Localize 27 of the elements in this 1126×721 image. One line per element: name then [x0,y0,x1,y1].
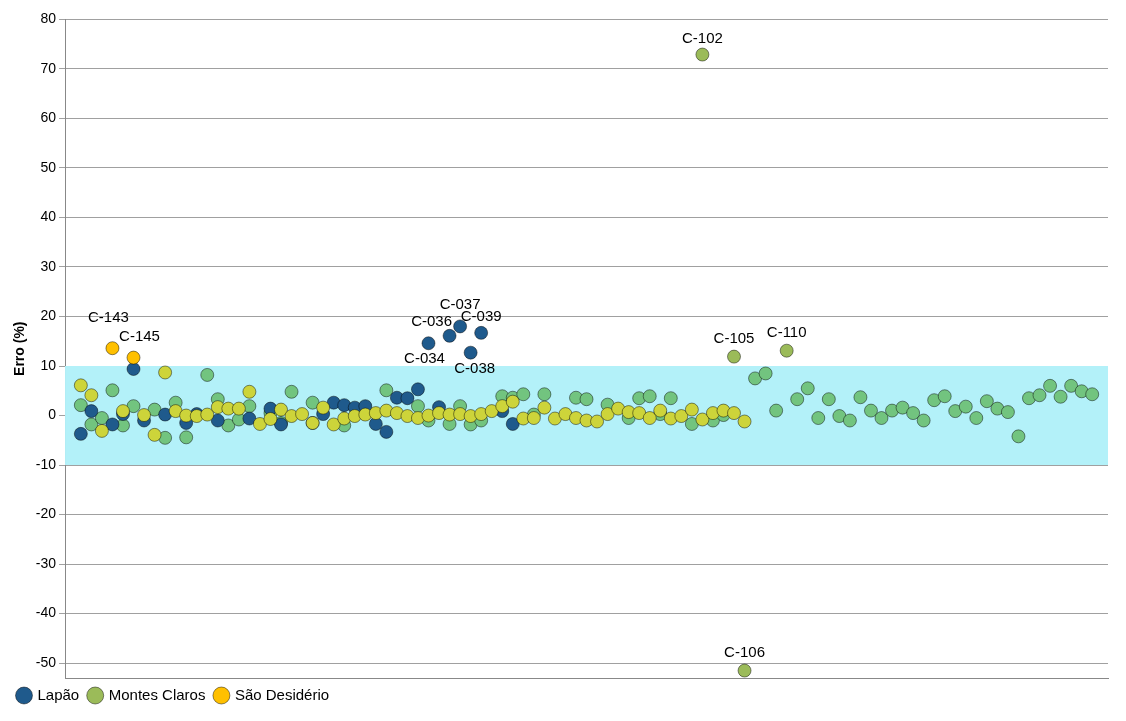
y-tick-label: -30 [35,554,57,571]
legend-label: Lapão [37,685,80,703]
legend-label: Montes Claros [108,685,206,703]
y-tick-label: 0 [48,406,57,423]
y-tick-label: -50 [35,654,57,670]
annotation: C-038 [454,358,496,376]
annotation: C-145 [119,326,160,344]
y-tick-label: -10 [35,455,57,472]
annotation: C-036 [411,311,452,329]
y-axis-title: Erro (%) [11,321,28,376]
annotation: C-105 [713,328,755,346]
y-tick-label: 70 [40,59,57,76]
y-tick-label: 40 [40,208,57,225]
legend-label: São Desidério [234,685,330,703]
y-tick-label: -40 [35,604,57,621]
y-tick-label: -20 [35,505,57,522]
y-tick-label: 50 [40,158,57,175]
y-tick-label: 10 [40,356,57,373]
y-tick-label: 20 [40,307,57,324]
annotation: C-102 [681,28,723,46]
annotation: C-106 [724,642,765,660]
y-tick-label: 60 [40,109,57,126]
annotation: C-034 [404,349,445,367]
y-tick-label: 30 [40,257,57,274]
annotation: C-110 [766,322,807,340]
y-tick-label: 80 [40,10,57,27]
annotation: C-143 [88,308,129,326]
